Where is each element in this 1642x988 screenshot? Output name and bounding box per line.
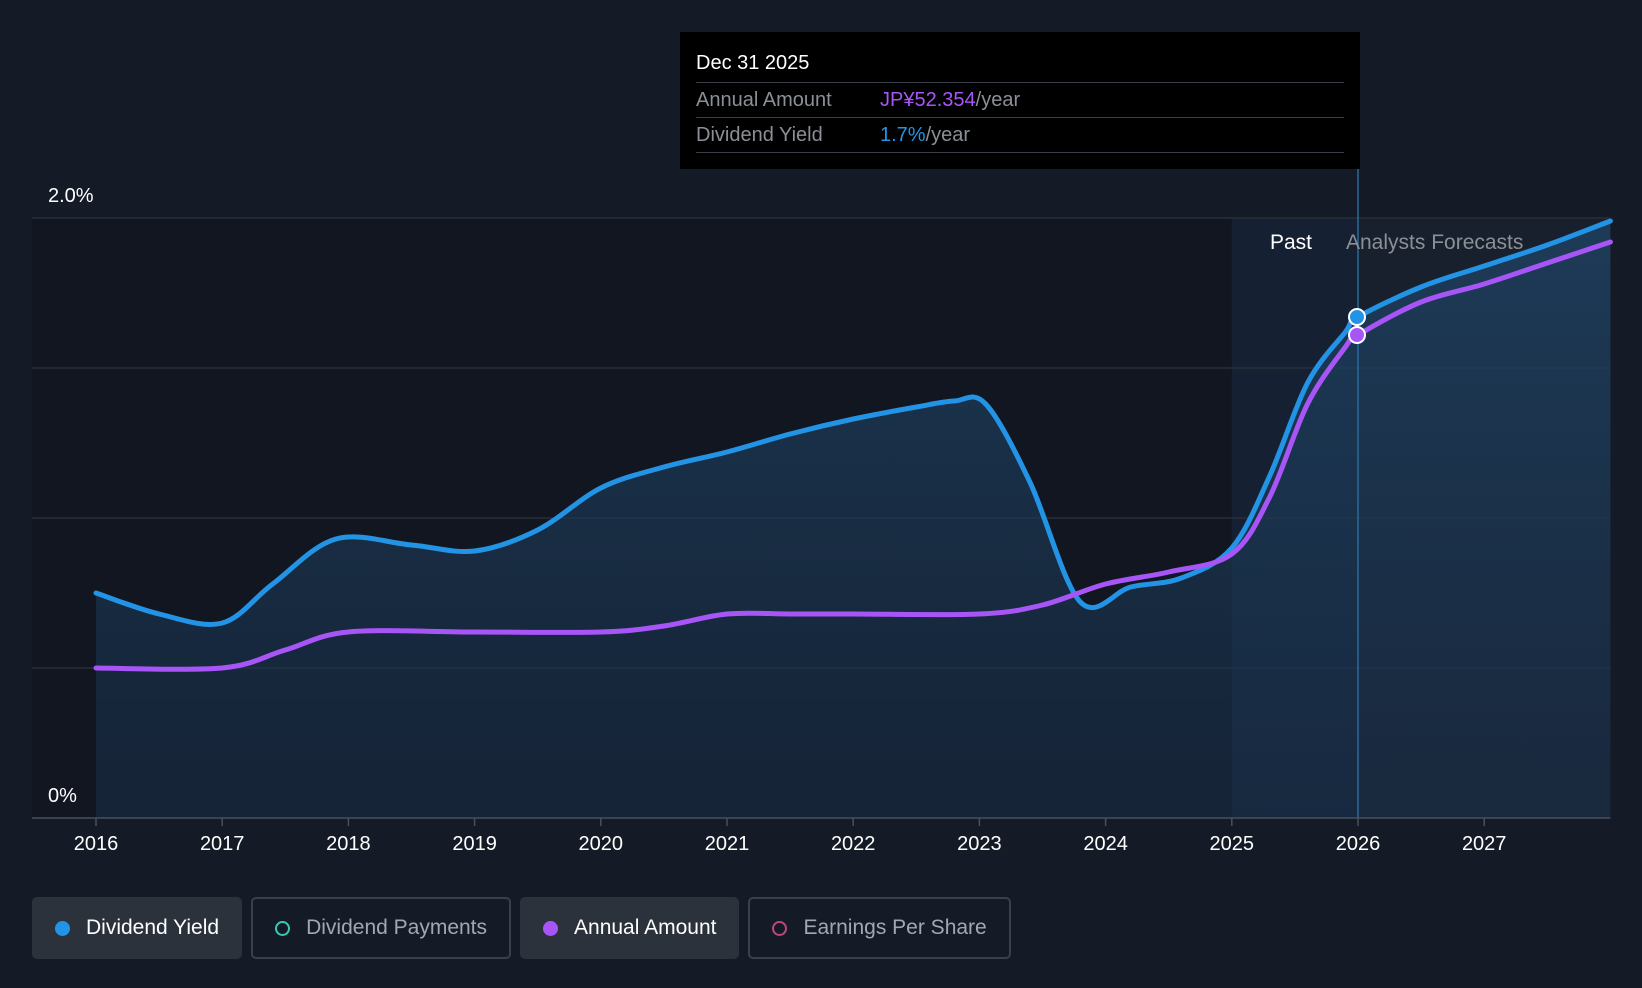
x-tick-label: 2016 <box>74 833 119 855</box>
legend-label: Dividend Payments <box>306 916 488 939</box>
dividend-payments-circle-icon <box>275 920 291 936</box>
x-tick-label: 2022 <box>831 833 876 855</box>
analysts-forecasts-label: Analysts Forecasts <box>1346 231 1523 254</box>
x-tick-label: 2025 <box>1210 833 1255 855</box>
x-tick-label: 2018 <box>326 833 371 855</box>
y-tick-label: 2.0% <box>48 185 94 207</box>
tooltip-row-dividend-yield: Dividend Yield 1.7%/year <box>696 117 1344 153</box>
tooltip-value: JP¥52.354 <box>880 89 976 111</box>
tooltip-unit: /year <box>975 89 1021 111</box>
tooltip-row-annual-amount: Annual Amount JP¥52.354/year <box>696 82 1344 117</box>
x-tick-label: 2024 <box>1083 833 1128 855</box>
tooltip-label: Annual Amount <box>696 89 832 111</box>
y-axis-labels: 2.0% 0% <box>48 185 94 807</box>
x-tick-label: 2023 <box>957 833 1002 855</box>
tooltip-value: 1.7% <box>880 124 926 146</box>
tooltip-date: Dec 31 2025 <box>696 52 810 74</box>
dividend-yield-area <box>96 221 1611 818</box>
legend: Dividend Yield Dividend Payments Annual … <box>32 897 1020 959</box>
legend-annual-amount[interactable]: Annual Amount <box>520 897 740 959</box>
annual-amount-dot-icon <box>543 920 559 936</box>
x-axis-ticks: 2016 2017 2018 2019 2020 2021 2022 2023 2024 2025… <box>74 818 1507 855</box>
dividend-yield-dot-icon <box>55 920 70 936</box>
legend-label: Earnings Per Share <box>803 916 987 939</box>
y-tick-label: 0% <box>48 785 77 807</box>
legend-label: Dividend Yield <box>86 916 220 939</box>
x-tick-label: 2027 <box>1462 833 1507 855</box>
dividend-yield-line <box>93 218 1613 627</box>
legend-dividend-yield[interactable]: Dividend Yield <box>32 897 243 959</box>
legend-dividend-payments[interactable]: Dividend Payments <box>251 897 512 959</box>
x-tick-label: 2017 <box>200 833 245 855</box>
earnings-per-share-circle-icon <box>772 920 788 936</box>
dividend-yield-marker[interactable] <box>1348 308 1366 326</box>
annual-amount-marker[interactable] <box>1348 326 1366 344</box>
legend-earnings-per-share[interactable]: Earnings Per Share <box>748 897 1011 959</box>
tooltip-unit: /year <box>925 124 971 146</box>
x-tick-label: 2021 <box>705 833 750 855</box>
tooltip-label: Dividend Yield <box>696 124 823 146</box>
x-tick-label: 2026 <box>1336 833 1381 855</box>
x-tick-label: 2019 <box>452 833 497 855</box>
x-tick-label: 2020 <box>579 833 624 855</box>
legend-label: Annual Amount <box>574 916 717 939</box>
tooltip: Dec 31 2025 Annual Amount JP¥52.354/year… <box>680 32 1360 169</box>
past-label: Past <box>1270 231 1312 254</box>
